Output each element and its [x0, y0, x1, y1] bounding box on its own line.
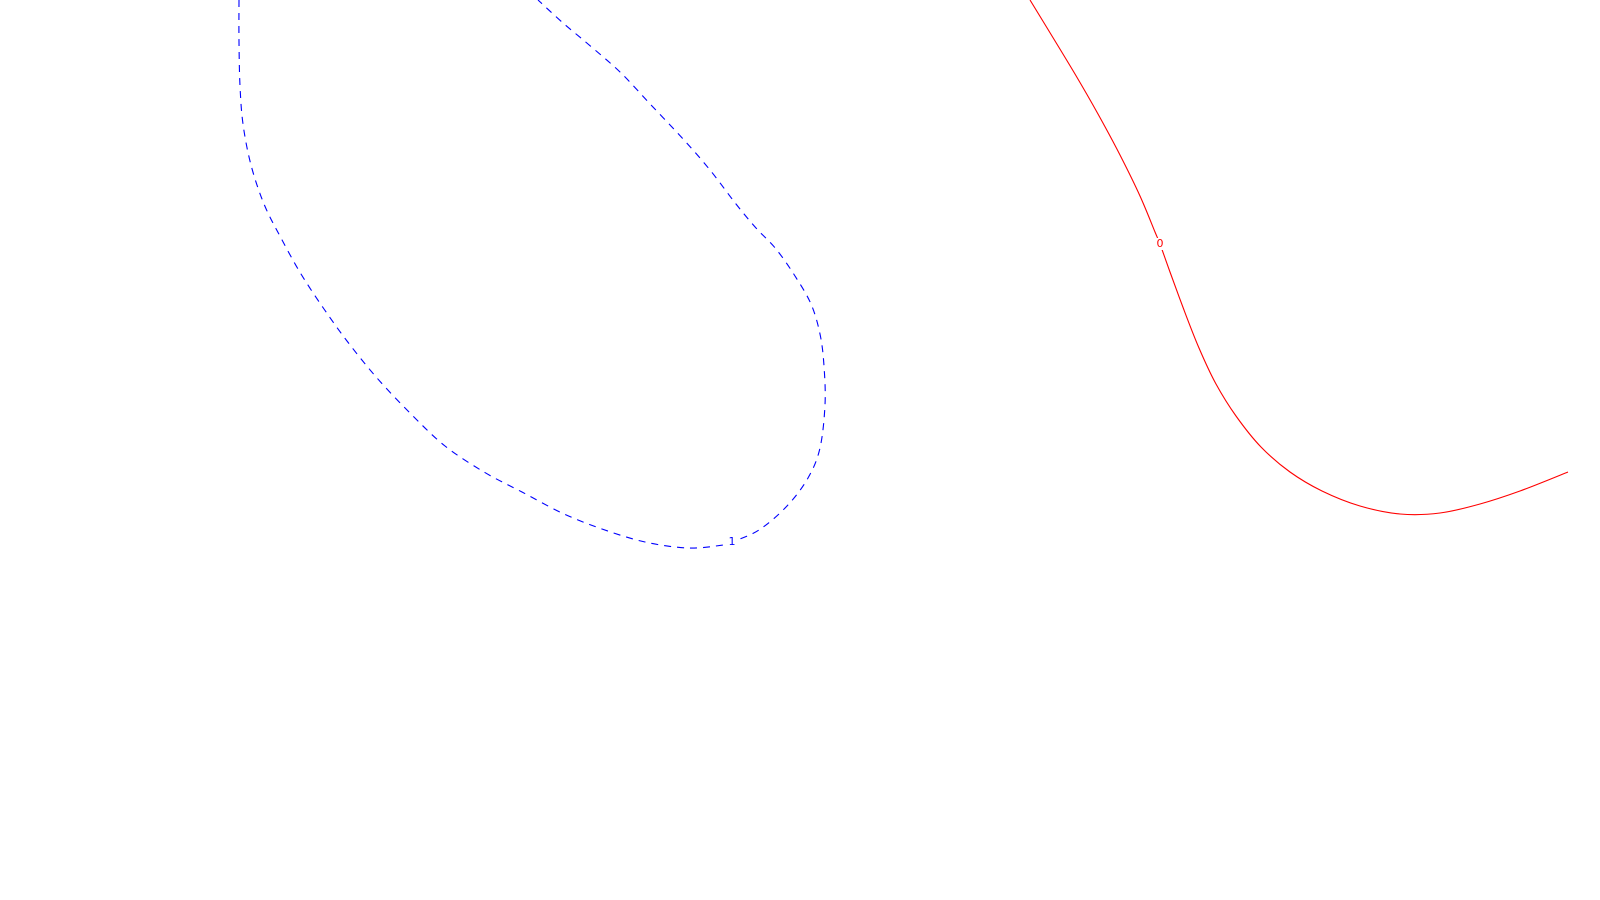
contour-label-background [1155, 238, 1165, 250]
contour-label-background [727, 536, 737, 548]
contour-lines [238, 0, 1569, 549]
contour-line-level-1 [238, 0, 826, 549]
contour-label-level-0: 0 [1157, 237, 1164, 250]
contour-label-level-1: 1 [729, 535, 736, 548]
contour-labels: 01 [727, 237, 1165, 548]
contour-line-level-0 [1029, 0, 1569, 516]
